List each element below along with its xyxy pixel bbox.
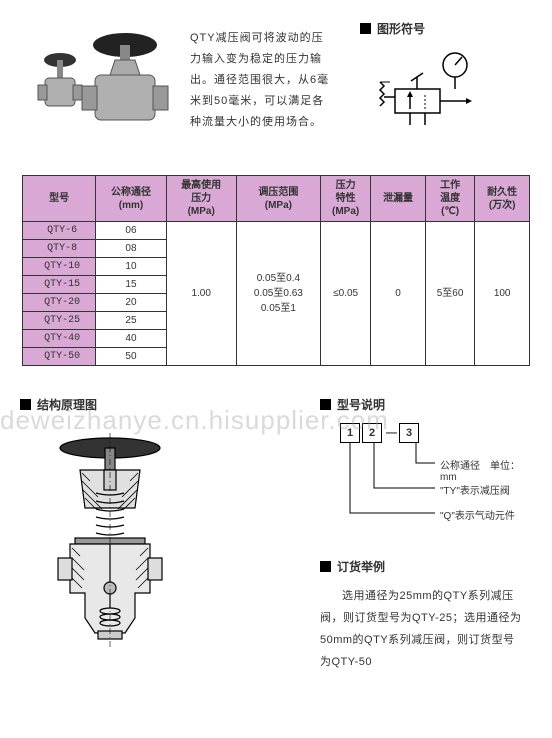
section-label: 型号说明 bbox=[337, 396, 385, 413]
section-title-order: 订货举例 bbox=[320, 558, 532, 575]
cell-diameter: 25 bbox=[96, 312, 166, 330]
th-maxpressure: 最高使用 压力 (MPa) bbox=[166, 176, 236, 222]
section-label: 结构原理图 bbox=[37, 396, 97, 413]
th-char: 压力 特性 (MPa) bbox=[320, 176, 370, 222]
graphic-symbol bbox=[360, 47, 532, 130]
th-diameter: 公称通径 (mm) bbox=[96, 176, 166, 222]
spec-table-wrap: 型号 公称通径 (mm) 最高使用 压力 (MPa) 调压范围 (MPa) 压力… bbox=[0, 175, 552, 366]
top-section: QTY减压阀可将波动的压力输入变为稳定的压力输出。通径范围很大，从6毫米到50毫… bbox=[0, 0, 552, 160]
cell-leak: 0 bbox=[371, 222, 426, 366]
cell-diameter: 08 bbox=[96, 240, 166, 258]
table-row: QTY-6061.000.05至0.4 0.05至0.63 0.05至1≤0.0… bbox=[23, 222, 530, 240]
dash: — bbox=[384, 423, 399, 443]
product-description: QTY减压阀可将波动的压力输入变为稳定的压力输出。通径范围很大，从6毫米到50毫… bbox=[180, 20, 330, 150]
cell-diameter: 06 bbox=[96, 222, 166, 240]
cell-diameter: 15 bbox=[96, 276, 166, 294]
th-durability: 耐久性 (万次) bbox=[475, 176, 530, 222]
mid-section: 结构原理图 bbox=[0, 366, 552, 673]
cell-diameter: 10 bbox=[96, 258, 166, 276]
section-label: 订货举例 bbox=[337, 558, 385, 575]
cell-diameter: 40 bbox=[96, 330, 166, 348]
cell-model: QTY-8 bbox=[23, 240, 96, 258]
th-range: 调压范围 (MPa) bbox=[236, 176, 320, 222]
th-leak: 泄漏量 bbox=[371, 176, 426, 222]
square-bullet-icon bbox=[320, 561, 331, 572]
order-example-text: 选用通径为25mm的QTY系列减压阀，则订货型号为QTY-25；选用通径为50m… bbox=[320, 585, 532, 673]
th-temp: 工作 温度 (℃) bbox=[425, 176, 474, 222]
model-box-2: 2 bbox=[362, 423, 382, 443]
model-box-3: 3 bbox=[399, 423, 419, 443]
section-title-symbol: 图形符号 bbox=[360, 20, 532, 37]
cell-durability: 100 bbox=[475, 222, 530, 366]
section-label: 图形符号 bbox=[377, 20, 425, 37]
square-bullet-icon bbox=[360, 23, 371, 34]
model-explanation: 1 2 — 3 公称通径 单位：mm "TY"表示减压阀 "Q"表示气动元件 bbox=[320, 423, 532, 543]
square-bullet-icon bbox=[20, 399, 31, 410]
expl-line-3: "Q"表示气动元件 bbox=[440, 507, 515, 522]
expl-line-1: 公称通径 单位：mm bbox=[440, 457, 532, 483]
table-header-row: 型号 公称通径 (mm) 最高使用 压力 (MPa) 调压范围 (MPa) 压力… bbox=[23, 176, 530, 222]
cell-model: QTY-25 bbox=[23, 312, 96, 330]
cell-model: QTY-40 bbox=[23, 330, 96, 348]
product-photo bbox=[20, 20, 180, 150]
section-title-structure: 结构原理图 bbox=[20, 396, 290, 413]
model-box-1: 1 bbox=[340, 423, 360, 443]
cell-diameter: 50 bbox=[96, 348, 166, 366]
cell-model: QTY-15 bbox=[23, 276, 96, 294]
cell-model: QTY-10 bbox=[23, 258, 96, 276]
cell-pressurechar: ≤0.05 bbox=[320, 222, 370, 366]
cell-range: 0.05至0.4 0.05至0.63 0.05至1 bbox=[236, 222, 320, 366]
square-bullet-icon bbox=[320, 399, 331, 410]
th-model: 型号 bbox=[23, 176, 96, 222]
expl-line-2: "TY"表示减压阀 bbox=[440, 482, 510, 497]
cell-maxpressure: 1.00 bbox=[166, 222, 236, 366]
cell-diameter: 20 bbox=[96, 294, 166, 312]
section-title-modelexpl: 型号说明 bbox=[320, 396, 532, 413]
spec-table: 型号 公称通径 (mm) 最高使用 压力 (MPa) 调压范围 (MPa) 压力… bbox=[22, 175, 530, 366]
structure-diagram bbox=[20, 433, 290, 656]
cell-model: QTY-50 bbox=[23, 348, 96, 366]
cell-temp: 5至60 bbox=[425, 222, 474, 366]
cell-model: QTY-6 bbox=[23, 222, 96, 240]
cell-model: QTY-20 bbox=[23, 294, 96, 312]
